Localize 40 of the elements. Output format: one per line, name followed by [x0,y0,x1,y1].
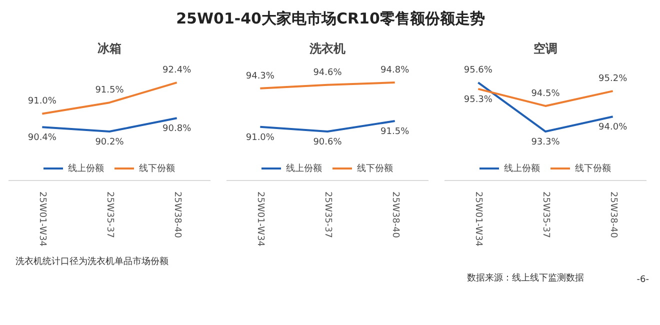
x-tick-label: 25W35-37 [322,192,332,238]
x-tick-label: 25W01-W34 [255,192,266,247]
x-tick-label: 25W01-W34 [473,192,484,247]
data-label: 90.4% [28,133,57,144]
data-label: 90.2% [95,138,124,148]
x-tick-label: 25W35-37 [540,192,550,238]
data-label: 91.0% [246,132,275,143]
data-label: 94.6% [313,68,342,78]
chart-title: 冰箱 [98,42,122,56]
data-label: 95.6% [464,66,493,76]
data-label: 91.5% [380,127,410,138]
data-label: 90.8% [162,124,192,134]
data-label: 94.0% [598,122,628,133]
x-tick-label: 25W38-40 [608,192,618,238]
data-label: 93.3% [531,138,560,148]
x-tick-label: 25W35-37 [104,192,114,238]
data-label: 95.3% [464,94,493,105]
x-tick-label: 25W38-40 [172,192,182,238]
data-label: 91.5% [95,86,124,96]
legend-label: 线上份额 [286,162,322,174]
source-note: 数据来源：线上线下监测数据 [467,272,584,284]
legend-label: 线下份额 [357,162,393,174]
data-label: 92.4% [162,66,192,76]
legend-label: 线上份额 [68,162,104,174]
chart-title: 洗衣机 [308,42,346,56]
chart-title: 空调 [534,42,558,56]
legend-label: 线上份额 [504,162,540,174]
text: -6- [636,275,650,285]
text: 25W01-40大家电市场CR10零售额份额走势 [176,10,485,28]
data-label: 94.8% [380,66,410,76]
data-label: 91.0% [28,96,57,107]
data-label: 95.2% [598,74,628,84]
data-label: 90.6% [313,138,342,148]
x-tick-label: 25W38-40 [390,192,400,238]
legend-label: 线下份额 [139,162,175,174]
legend-label: 线下份额 [575,162,611,174]
data-label: 94.5% [531,88,560,99]
x-tick-label: 25W01-W34 [37,192,48,247]
data-label: 94.3% [246,71,275,82]
text: 洗衣机统计口径为洗衣机单品市场份额 [15,256,168,267]
